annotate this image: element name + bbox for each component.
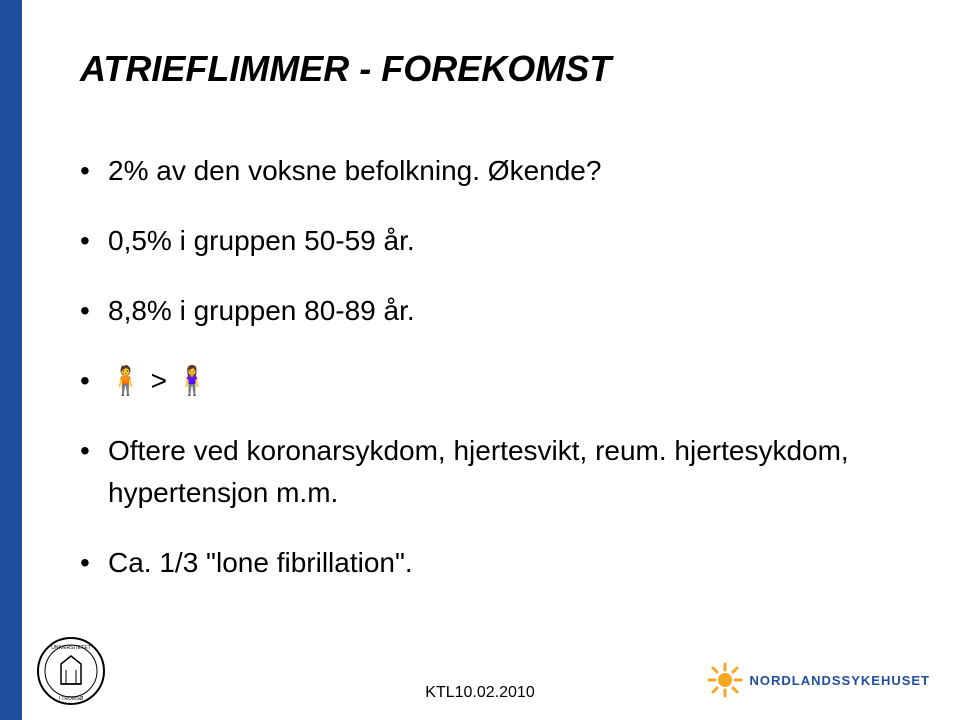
bullet-item: 🧍 > 🧍‍♀️	[80, 360, 880, 402]
bullet-item: 8,8% i gruppen 80-89 år.	[80, 290, 880, 332]
bullet-list: 2% av den voksne befolkning. Økende? 0,5…	[80, 150, 880, 584]
left-blue-bar	[0, 0, 22, 720]
slide-content: 2% av den voksne befolkning. Økende? 0,5…	[80, 150, 880, 612]
bullet-item: Ca. 1/3 "lone fibrillation".	[80, 542, 880, 584]
slide: ATRIEFLIMMER - FOREKOMST 2% av den voksn…	[0, 0, 960, 720]
bullet-item: 0,5% i gruppen 50-59 år.	[80, 220, 880, 262]
bullet-item: Oftere ved koronarsykdom, hjertesvikt, r…	[80, 430, 880, 514]
svg-text:I TROMSØ: I TROMSØ	[59, 696, 84, 702]
hospital-logo: NORDLANDSSYKEHUSET	[707, 662, 930, 698]
bullet-item: 2% av den voksne befolkning. Økende?	[80, 150, 880, 192]
footer-text: KTL10.02.2010	[425, 684, 534, 702]
svg-text:UNIVERSITETET: UNIVERSITETET	[51, 645, 90, 651]
hospital-logo-text: NORDLANDSSYKEHUSET	[749, 673, 930, 688]
university-seal-logo: UNIVERSITETET I TROMSØ	[36, 636, 106, 706]
slide-title: ATRIEFLIMMER - FOREKOMST	[80, 48, 611, 90]
sun-icon	[707, 662, 743, 698]
